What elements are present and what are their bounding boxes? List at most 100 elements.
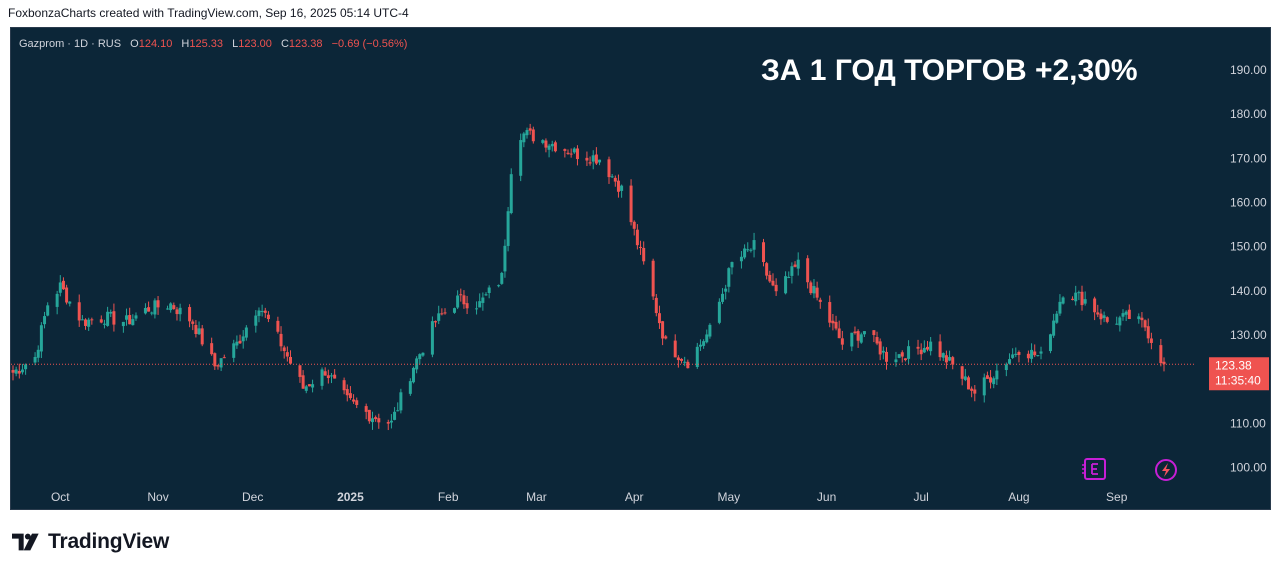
- candle: [1115, 316, 1119, 325]
- candle: [982, 373, 986, 403]
- earnings-icon[interactable]: [1082, 458, 1106, 480]
- candle: [188, 304, 192, 328]
- candle: [1077, 290, 1081, 301]
- candle: [724, 284, 728, 300]
- candle: [345, 384, 349, 402]
- open-value: 124.10: [139, 38, 173, 50]
- candle: [285, 346, 289, 362]
- candle: [519, 133, 523, 182]
- candle: [68, 301, 72, 307]
- candle: [121, 321, 125, 333]
- change-value: −0.69 (−0.56%): [332, 38, 408, 50]
- candle: [1137, 313, 1141, 324]
- candle: [197, 321, 201, 336]
- candle: [342, 377, 346, 395]
- candles-layer: [11, 123, 1166, 431]
- candle: [17, 363, 21, 379]
- candle: [109, 309, 113, 318]
- last-price-value: 123.38: [1215, 358, 1252, 372]
- candle: [762, 238, 766, 267]
- candle: [1159, 338, 1163, 367]
- candle: [276, 316, 280, 334]
- candle: [61, 277, 65, 290]
- candle: [948, 350, 952, 362]
- candle: [897, 353, 901, 359]
- candle: [364, 403, 368, 420]
- candle: [1149, 332, 1153, 350]
- candle: [266, 311, 270, 323]
- candle: [881, 346, 885, 360]
- candle: [929, 337, 933, 356]
- candle: [156, 296, 160, 315]
- candle: [591, 150, 595, 170]
- candle: [654, 294, 658, 317]
- candle: [686, 359, 690, 369]
- candle: [569, 148, 573, 158]
- candle: [14, 366, 18, 377]
- candle: [1146, 318, 1150, 344]
- candle: [1014, 347, 1018, 358]
- candle: [1105, 316, 1109, 324]
- candle: [194, 320, 198, 338]
- candle: [664, 334, 668, 340]
- symbol-label: Gazprom · 1D · RUS: [19, 38, 121, 50]
- candle: [1007, 353, 1011, 365]
- candle: [393, 407, 397, 421]
- candle: [1039, 346, 1043, 360]
- chart-credit: FoxbonzaCharts created with TradingView.…: [8, 6, 409, 20]
- candle: [1030, 343, 1034, 363]
- candle: [1052, 313, 1056, 338]
- candle: [166, 305, 170, 310]
- candle: [673, 334, 677, 358]
- candle: [1017, 350, 1021, 363]
- candle: [147, 301, 151, 312]
- close-value: 123.38: [289, 38, 323, 50]
- candle: [815, 281, 819, 301]
- candle: [828, 295, 832, 328]
- candle: [434, 320, 438, 328]
- candle: [307, 384, 311, 387]
- candle: [90, 317, 94, 325]
- candle: [522, 131, 526, 148]
- candle: [544, 138, 548, 153]
- x-tick-label: Oct: [51, 490, 70, 504]
- candle: [525, 127, 529, 139]
- candle: [20, 363, 24, 375]
- y-tick-label: 160.00: [1230, 195, 1267, 209]
- candle: [509, 168, 513, 215]
- candle: [616, 174, 620, 198]
- x-tick-label: May: [717, 490, 740, 504]
- candle: [102, 319, 106, 329]
- open-label: O: [130, 38, 139, 50]
- candle: [727, 267, 731, 293]
- candle: [531, 126, 535, 144]
- tradingview-logo[interactable]: TradingView: [12, 530, 169, 554]
- candle: [903, 358, 907, 362]
- candle: [125, 308, 129, 326]
- candle: [894, 351, 898, 367]
- candle: [1083, 291, 1087, 306]
- candle: [367, 409, 371, 424]
- candle: [153, 298, 157, 319]
- candle: [919, 343, 923, 361]
- candle: [389, 414, 393, 429]
- candle: [36, 345, 40, 363]
- chart-frame[interactable]: 190.00 180.00 170.00 160.00 150.00 140.00 130.…: [10, 27, 1271, 510]
- candle: [837, 320, 841, 339]
- candle: [87, 317, 91, 331]
- candle: [352, 394, 356, 404]
- candle: [39, 322, 43, 359]
- candle: [613, 175, 617, 187]
- candle: [698, 339, 702, 351]
- candle: [282, 345, 286, 359]
- candle: [541, 139, 545, 145]
- candle: [818, 297, 822, 309]
- candlestick-chart[interactable]: 190.00 180.00 170.00 160.00 150.00 140.00 130.…: [11, 28, 1270, 509]
- lightning-icon[interactable]: [1155, 459, 1177, 481]
- candle: [440, 308, 444, 316]
- candle: [960, 365, 964, 386]
- candle: [386, 419, 390, 431]
- candle: [128, 307, 132, 325]
- candle: [925, 340, 929, 352]
- candle: [437, 305, 441, 325]
